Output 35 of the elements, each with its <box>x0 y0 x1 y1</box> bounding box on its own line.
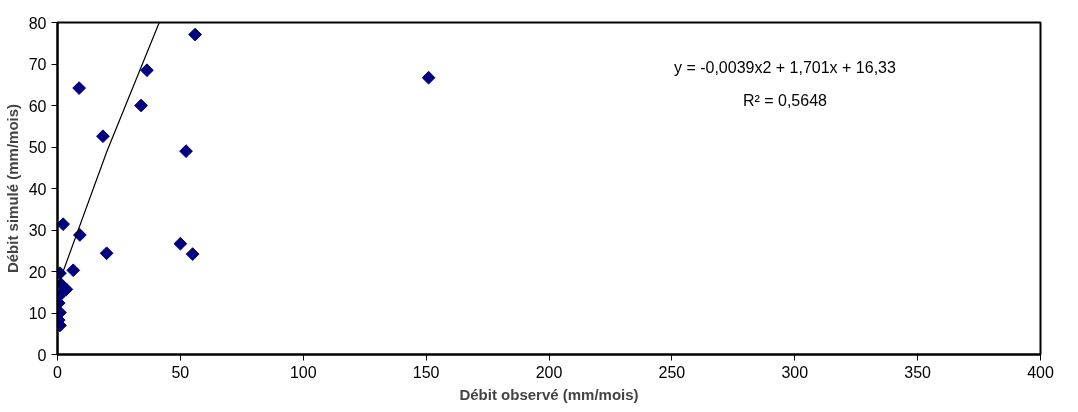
x-tick-label: 250 <box>658 363 686 381</box>
x-tick-label: 100 <box>289 363 317 381</box>
x-tick-label: 200 <box>535 363 563 381</box>
y-tick-label: 30 <box>28 222 47 239</box>
point <box>57 287 69 301</box>
y-tick-label: 20 <box>28 263 47 281</box>
x-tick-label: 150 <box>412 363 440 381</box>
point <box>188 27 202 42</box>
point <box>99 246 114 261</box>
point <box>72 81 86 95</box>
x-tick-label: 0 <box>53 363 63 381</box>
y-tick-label: 70 <box>28 56 47 73</box>
y-axis-title: Débit simulé (mm/mois) <box>3 103 21 274</box>
point <box>57 217 71 232</box>
annotation: R² = 0,5648 <box>742 91 828 109</box>
y-tick-label: 50 <box>28 139 47 156</box>
point <box>96 129 110 144</box>
y-tick-label: 80 <box>28 14 47 32</box>
x-axis-title: Débit observé (mm/mois) <box>459 385 639 403</box>
point <box>185 247 200 261</box>
x-tick-label: 300 <box>781 363 809 381</box>
y-tick-label: 60 <box>28 97 47 115</box>
point <box>66 263 81 278</box>
point <box>179 144 193 159</box>
point <box>134 98 148 113</box>
point <box>140 63 154 78</box>
annotation: y = -0,0039x2 + 1,701x + 16,33 <box>673 58 896 76</box>
y-tick-label: 10 <box>28 305 47 322</box>
x-tick-label: 350 <box>904 363 932 381</box>
y-tick-label: 40 <box>28 180 47 198</box>
point <box>421 70 436 85</box>
y-tick-label: 0 <box>37 346 47 364</box>
x-tick-label: 400 <box>1027 363 1054 381</box>
point <box>173 236 188 251</box>
x-tick-label: 50 <box>171 363 190 381</box>
